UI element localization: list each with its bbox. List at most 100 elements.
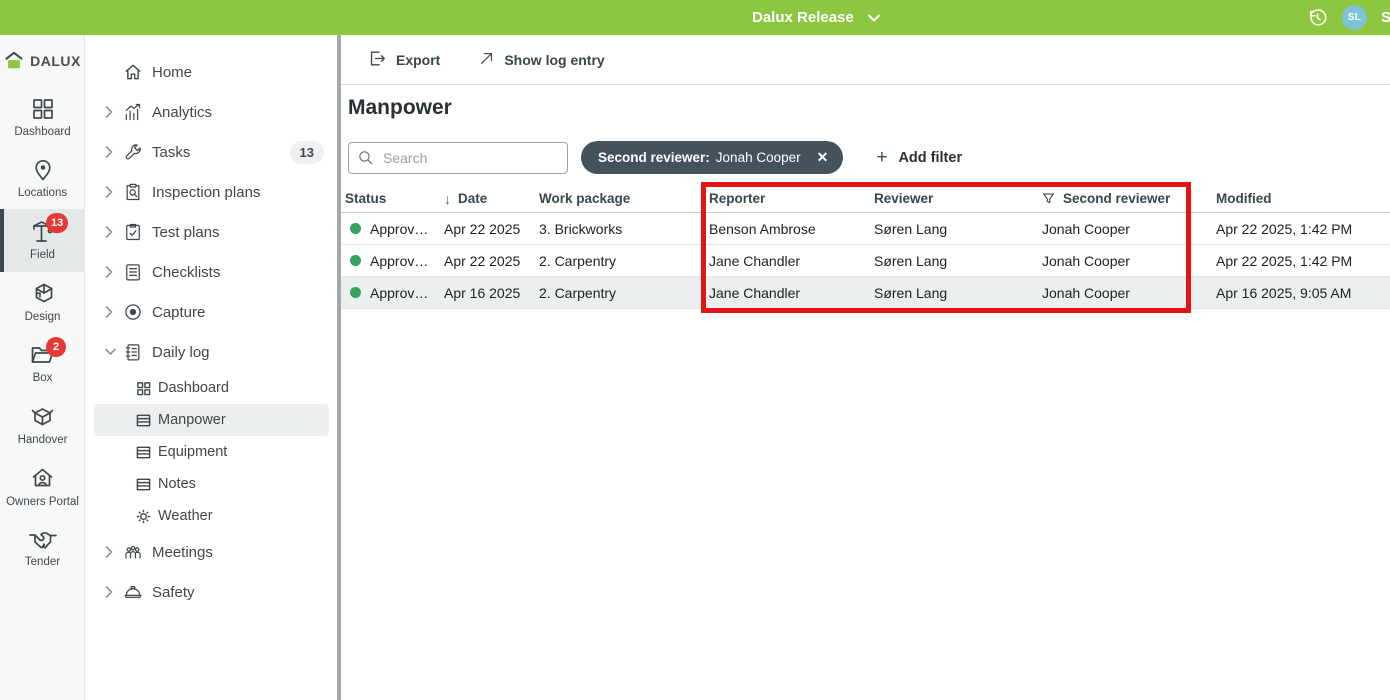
sidebar-item-home[interactable]: Home	[86, 52, 337, 92]
search-input[interactable]	[348, 141, 568, 174]
user-name-clipped: S	[1381, 9, 1390, 26]
filter-controls: Second reviewer: Jonah Cooper ✕ + Add fi…	[348, 141, 962, 174]
action-toolbar: Export Show log entry	[341, 35, 1390, 85]
rail-item-owners-portal[interactable]: Owners Portal	[0, 456, 85, 518]
filter-funnel-icon	[1042, 192, 1055, 205]
rail-item-tender[interactable]: Tender	[0, 519, 85, 578]
export-icon	[368, 49, 387, 71]
column-header-status[interactable]: Status	[345, 191, 387, 206]
daily-log-icon	[123, 342, 143, 362]
sidebar-item-analytics[interactable]: Analytics	[86, 92, 337, 132]
open-box-icon	[31, 408, 54, 426]
chevron-right-icon	[105, 586, 117, 598]
box-badge: 2	[46, 336, 66, 357]
sidebar-item-checklists[interactable]: Checklists	[86, 252, 337, 292]
column-header-modified[interactable]: Modified	[1216, 191, 1272, 206]
history-icon[interactable]	[1306, 7, 1328, 29]
page-title: Manpower	[348, 96, 452, 119]
home-icon	[123, 62, 143, 82]
sidebar-item-test-plans[interactable]: Test plans	[86, 212, 337, 252]
test-plans-icon	[123, 222, 143, 242]
table-header-row: Status ↓ Date Work package Reporter Revi…	[341, 185, 1390, 213]
table-row[interactable]: Approv… Apr 22 2025 2. Carpentry Jane Ch…	[341, 245, 1390, 277]
rail-item-dashboard[interactable]: Dashboard	[0, 87, 85, 148]
sidebar-item-safety[interactable]: Safety	[86, 572, 337, 612]
inspection-plans-icon	[123, 182, 143, 202]
column-header-reviewer[interactable]: Reviewer	[874, 191, 934, 206]
capture-icon	[123, 302, 143, 322]
handshake-icon	[28, 531, 57, 549]
table-icon	[136, 413, 151, 428]
column-header-reporter[interactable]: Reporter	[709, 191, 766, 206]
dalux-logo-text: DALUX	[30, 53, 81, 69]
sidebar-item-meetings[interactable]: Meetings	[86, 532, 337, 572]
tasks-count-badge: 13	[289, 140, 324, 164]
sidebar-item-daily-log-equipment[interactable]: Equipment	[86, 436, 337, 468]
rail-item-field[interactable]: 13 Field	[0, 209, 85, 272]
dashboard-grid-icon	[136, 381, 151, 396]
sidebar-item-tasks[interactable]: Tasks 13	[86, 132, 337, 172]
wrench-icon	[123, 142, 143, 162]
meetings-icon	[123, 542, 143, 562]
table-icon	[136, 477, 151, 492]
module-rail: DALUX Dashboard Locations 13 Field Desig…	[0, 35, 85, 700]
column-header-work-package[interactable]: Work package	[539, 191, 631, 206]
rail-item-design[interactable]: Design	[0, 272, 85, 333]
column-header-date[interactable]: ↓ Date	[444, 190, 488, 207]
sidebar-item-daily-log-dashboard[interactable]: Dashboard	[86, 372, 337, 404]
owners-portal-house-icon	[32, 468, 53, 487]
dashboard-grid-icon	[32, 99, 53, 119]
chevron-down-icon	[105, 348, 117, 356]
column-header-second-reviewer[interactable]: Second reviewer	[1042, 191, 1216, 206]
search-icon	[357, 149, 374, 171]
chevron-right-icon	[105, 186, 117, 198]
field-badge: 13	[46, 213, 69, 234]
chevron-down-icon	[867, 9, 880, 26]
status-dot-green	[350, 255, 361, 266]
show-log-entry-button[interactable]: Show log entry	[478, 50, 605, 70]
project-switcher[interactable]: Dalux Release	[752, 0, 880, 35]
top-app-bar: Dalux Release SL S	[0, 0, 1390, 35]
second-reviewer-filter-chip[interactable]: Second reviewer: Jonah Cooper ✕	[581, 141, 844, 174]
sidebar-item-daily-log-manpower[interactable]: Manpower	[94, 404, 329, 436]
table-icon	[136, 445, 151, 460]
sidebar-item-daily-log-notes[interactable]: Notes	[86, 468, 337, 500]
sidebar-splitter[interactable]	[337, 35, 341, 700]
sidebar-item-inspection-plans[interactable]: Inspection plans	[86, 172, 337, 212]
chevron-right-icon	[105, 106, 117, 118]
export-button[interactable]: Export	[368, 49, 440, 71]
field-nav-sidebar: Home Analytics Tasks 13 Inspection plans	[86, 35, 337, 700]
chevron-right-icon	[105, 266, 117, 278]
sidebar-item-capture[interactable]: Capture	[86, 292, 337, 332]
sidebar-item-daily-log[interactable]: Daily log	[86, 332, 337, 372]
search-box	[348, 141, 568, 174]
table-row[interactable]: Approv… Apr 22 2025 3. Brickworks Benson…	[341, 213, 1390, 245]
sidebar-item-daily-log-weather[interactable]: Weather	[86, 500, 337, 532]
rail-item-locations[interactable]: Locations	[0, 148, 85, 209]
chevron-right-icon	[105, 226, 117, 238]
checklists-icon	[123, 262, 143, 282]
table-row[interactable]: Approv… Apr 16 2025 2. Carpentry Jane Ch…	[341, 277, 1390, 309]
status-dot-green	[350, 223, 361, 234]
dalux-house-icon	[5, 51, 23, 69]
avatar[interactable]: SL	[1342, 5, 1367, 30]
rail-item-handover[interactable]: Handover	[0, 394, 85, 456]
plus-icon: +	[876, 146, 888, 168]
main-content: Export Show log entry Manpower Second re…	[341, 35, 1390, 700]
analytics-icon	[123, 102, 143, 122]
design-cube-icon	[35, 283, 52, 303]
dalux-logo[interactable]: DALUX	[0, 35, 84, 87]
chevron-right-icon	[105, 146, 117, 158]
project-name: Dalux Release	[752, 9, 854, 26]
manpower-table: Status ↓ Date Work package Reporter Revi…	[341, 185, 1390, 309]
open-in-new-arrow-icon	[478, 50, 495, 70]
remove-filter-icon[interactable]: ✕	[816, 149, 829, 165]
chevron-right-icon	[105, 546, 117, 558]
map-pin-icon	[34, 160, 51, 181]
status-dot-green	[350, 287, 361, 298]
sort-descending-icon: ↓	[444, 190, 451, 207]
rail-item-box[interactable]: 2 Box	[0, 333, 85, 394]
add-filter-button[interactable]: + Add filter	[876, 146, 963, 168]
hard-hat-icon	[123, 582, 143, 602]
chevron-right-icon	[105, 306, 117, 318]
